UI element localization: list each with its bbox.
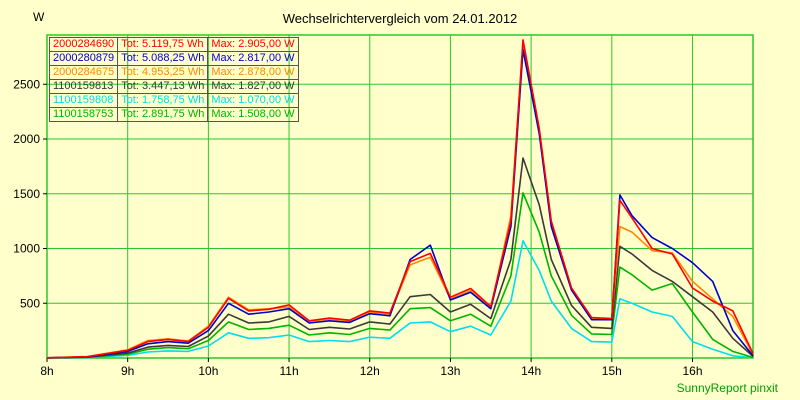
- y-axis-unit-label: W: [33, 10, 45, 24]
- legend-table-body: 2000284690 Tot: 5.119,75 Wh Max: 2.905,00 …: [48, 37, 299, 122]
- legend-tot: Tot: 2.891,75 Wh: [117, 107, 209, 122]
- x-tick-label: 10h: [198, 364, 218, 378]
- series-line-2000280879: [46, 48, 754, 359]
- series-line-1100159813: [46, 157, 754, 359]
- chart-title: Wechselrichtervergleich vom 24.01.2012: [282, 11, 518, 26]
- legend-id: 1100159808: [48, 93, 119, 108]
- legend-max: Max: 2.905,00 W: [207, 37, 299, 52]
- legend-max: Max: 2.817,00 W: [207, 51, 299, 66]
- series-line-1100159808: [46, 240, 754, 359]
- x-tick-label: 12h: [360, 364, 380, 378]
- legend: 2000284690 Tot: 5.119,75 Wh Max: 2.905,00 …: [48, 37, 299, 122]
- x-tick-label: 8h: [40, 364, 53, 378]
- series-line-2000284690: [46, 39, 754, 359]
- legend-max: Max: 2.878,00 W: [207, 65, 299, 80]
- x-tick-label: 14h: [521, 364, 541, 378]
- legend-id: 2000284690: [48, 37, 119, 52]
- legend-id: 2000280879: [48, 51, 119, 66]
- x-tick-label: 16h: [682, 364, 702, 378]
- x-tick-label: 9h: [121, 364, 134, 378]
- y-tick-label: 2000: [13, 132, 40, 146]
- legend-row: 2000280879 Tot: 5.088,25 Wh Max: 2.817,00 …: [48, 51, 299, 66]
- series-line-2000284675: [46, 42, 754, 359]
- y-tick-label: 2500: [13, 77, 40, 91]
- legend-tot: Tot: 5.119,75 Wh: [117, 37, 209, 52]
- plot-border: [46, 34, 754, 359]
- x-tick-label: 11h: [279, 364, 298, 378]
- legend-id: 1100159813: [48, 79, 119, 94]
- y-tick-label: 1500: [13, 187, 40, 201]
- y-tick-label: 1000: [13, 242, 40, 256]
- legend-id: 1100158753: [48, 107, 119, 122]
- y-tick-label: 500: [20, 296, 40, 310]
- legend-row: 2000284690 Tot: 5.119,75 Wh Max: 2.905,00 …: [48, 37, 299, 52]
- legend-max: Max: 1.508,00 W: [207, 107, 299, 122]
- legend-tot: Tot: 4.953,25 Wh: [117, 65, 209, 80]
- legend-tot: Tot: 3.447,13 Wh: [117, 79, 209, 94]
- legend-id: 2000284675: [48, 65, 119, 80]
- legend-row: 1100159808 Tot: 1.758,75 Wh Max: 1.070,00 …: [48, 93, 299, 108]
- legend-max: Max: 1.827,00 W: [207, 79, 299, 94]
- legend-tot: Tot: 1.758,75 Wh: [117, 93, 209, 108]
- legend-tot: Tot: 5.088,25 Wh: [117, 51, 209, 66]
- x-tick-label: 15h: [602, 364, 622, 378]
- x-tick-label: 13h: [440, 364, 460, 378]
- series-line-1100158753: [46, 192, 754, 359]
- legend-row: 2000284675 Tot: 4.953,25 Wh Max: 2.878,00 …: [48, 65, 299, 80]
- legend-max: Max: 1.070,00 W: [207, 93, 299, 108]
- legend-table: 2000284690 Tot: 5.119,75 Wh Max: 2.905,00 …: [48, 37, 299, 122]
- legend-row: 1100159813 Tot: 3.447,13 Wh Max: 1.827,00 …: [48, 79, 299, 94]
- legend-row: 1100158753 Tot: 2.891,75 Wh Max: 1.508,00 …: [48, 107, 299, 122]
- footer-brand: SunnyReport pinxit: [676, 381, 778, 395]
